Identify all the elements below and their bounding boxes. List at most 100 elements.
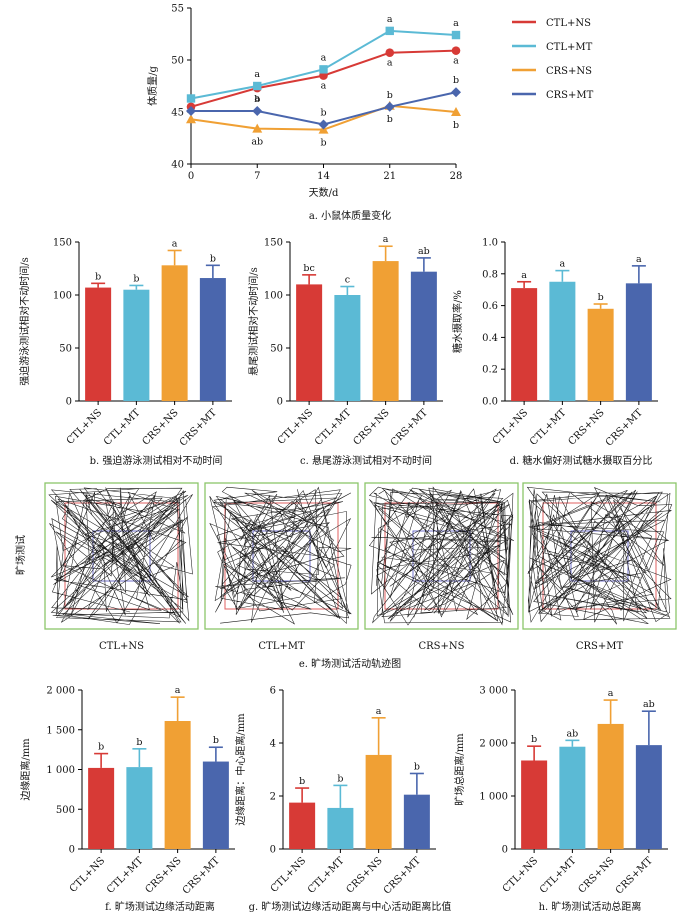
bar-crs-ns (597, 723, 624, 849)
y-tick-label: 100 (264, 291, 283, 302)
arena-crs-mt: CRS+MT (522, 482, 677, 652)
trajectory-path (368, 486, 515, 626)
x-tick-label: CRS+NS (344, 855, 384, 895)
y-axis-title: 边缘距离：中心距离/mm (234, 713, 247, 826)
sig-label-crs-ns: a (175, 685, 181, 696)
caption-f: f. 旷场测试边缘活动距离 (105, 900, 215, 913)
sig-label-ctl-ns: b (299, 776, 305, 787)
y-tick-label: 0 (270, 845, 276, 856)
y-tick-label: 2 (270, 792, 276, 803)
y-axis-title: 体质量/g (147, 66, 159, 106)
point-ctl-mt (186, 94, 196, 103)
sig-label-crs-mt: ab (643, 699, 655, 710)
open-field-arenas: CTL+NS CTL+MT CRS+NS CRS+MT (44, 482, 677, 652)
y-tick-label: 1 000 (479, 792, 508, 803)
sig-label-ctl-ns: bc (303, 263, 314, 274)
y-tick-label: 50 (270, 344, 283, 355)
bar-crs-mt (410, 271, 437, 401)
x-tick-label: CTL+MT (306, 855, 347, 896)
y-tick-label: 40 (171, 160, 184, 171)
x-tick-label: 0 (188, 171, 194, 182)
y-tick-label: 3 000 (479, 686, 508, 697)
sig-label-crs-ns: a (608, 688, 614, 699)
y-axis-title: 悬尾测试相对不动时间/s (247, 267, 260, 376)
arena-ctl-mt: CTL+MT (204, 482, 359, 652)
arena-label: CTL+NS (99, 641, 144, 652)
point-crs-mt (451, 87, 461, 98)
sig-label-crs-mt: b (213, 735, 219, 746)
y-tick-label: 2 000 (46, 686, 75, 697)
sig-label-crs-mt: b (414, 761, 420, 772)
y-tick-label: 0 (66, 397, 72, 408)
legend-label-ctl-ns: CTL+NS (546, 18, 591, 29)
sig-label-ctl-mt: b (136, 737, 142, 748)
y-tick-label: 50 (171, 56, 184, 67)
y-tick-label: 0 (502, 845, 508, 856)
bar-ctl-mt (549, 281, 576, 401)
x-tick-label: CTL+NS (68, 855, 108, 895)
sig-label-crs-mt: b (254, 94, 260, 105)
x-tick-label: 7 (254, 171, 260, 182)
y-tick-label: 150 (53, 238, 72, 249)
bar-crs-ns (161, 265, 188, 401)
point-crs-mt (318, 119, 329, 130)
sig-label-ctl-mt: b (133, 273, 139, 284)
bar-ctl-mt (334, 295, 361, 401)
point-crs-ns (451, 107, 461, 116)
x-tick-label: CRS+NS (576, 855, 616, 895)
sig-label-ctl-mt: a (387, 14, 393, 25)
arena-label: CTL+MT (258, 641, 305, 652)
bar-ctl-ns (521, 760, 548, 849)
point-ctl-mt (385, 26, 394, 36)
chart-a-body-weight: 40 45 50 55 0 7 14 21 28 天数/d 体质量/g a a a a a a a a ab b b b b b… (147, 4, 594, 223)
open-field-tracks-panel: 旷场测试 CTL+NS CTL+MT CRS+NS CRS+MT e. 旷场测试活动轨… (14, 482, 677, 670)
sig-label-crs-ns: ab (251, 137, 263, 148)
point-ctl-mt (451, 30, 461, 40)
x-tick-label: CRS+MT (382, 855, 423, 896)
y-tick-label: 45 (171, 108, 184, 119)
sig-label-ctl-mt: a (560, 259, 566, 270)
trajectory-path (526, 486, 673, 625)
x-tick-label: CTL+NS (269, 855, 309, 895)
bar-crs-ns (372, 261, 399, 401)
y-tick-label: 4 (270, 739, 276, 750)
sig-label-crs-ns: b (320, 138, 326, 149)
point-crs-mt (252, 105, 263, 116)
y-axis-title: 糖水摄取率/% (451, 290, 464, 353)
bar-crs-mt (625, 283, 652, 401)
x-tick-label: CRS+MT (389, 407, 430, 448)
trajectory-path (209, 486, 352, 625)
y-tick-label: 0 (69, 845, 75, 856)
bar-crs-mt (199, 278, 226, 401)
y-tick-label: 1 500 (46, 725, 75, 736)
arena-label: CRS+MT (576, 641, 624, 652)
bar-crs-mt (403, 794, 430, 849)
point-ctl-mt (253, 81, 262, 91)
x-tick-label: CTL+NS (491, 407, 531, 447)
caption-a: a. 小鼠体质量变化 (309, 209, 391, 222)
point-ctl-ns (385, 48, 395, 58)
x-tick-label: CRS+NS (566, 407, 606, 447)
chart-c-tail-suspension: 0 50 100 150 悬尾测试相对不动时间/s CTL+NS bc CTL+MT c CRS+… (247, 234, 443, 467)
open-field-side-label: 旷场测试 (14, 535, 27, 575)
y-tick-label: 100 (53, 291, 72, 302)
sig-label-crs-ns: a (376, 706, 382, 717)
legend-label-crs-mt: CRS+MT (546, 90, 594, 101)
bar-crs-mt (635, 745, 662, 849)
y-axis-title: 边缘距离/mm (19, 738, 32, 801)
x-tick-label: CRS+NS (351, 407, 391, 447)
y-tick-label: 0.6 (482, 301, 498, 312)
chart-b-forced-swim: 0 50 100 150 强迫游泳测试相对不动时间/s CTL+NS b CTL+MT b CRS… (18, 238, 232, 467)
x-tick-label: CTL+MT (105, 855, 146, 896)
sig-label-crs-mt: b (453, 75, 459, 86)
chart-g-edge-center-ratio: 0 2 4 6 边缘距离：中心距离/mm CTL+NS b CTL+MT b CRS+NS a CRS… (234, 686, 451, 914)
point-crs-ns (252, 123, 263, 133)
chart-f-edge-distance: 0 500 1 000 1 500 2 000 边缘距离/mm CTL+NS b CTL+MT b… (19, 685, 235, 913)
chart-d-sucrose-preference: 0.0 0.2 0.4 0.6 0.8 1.0 糖水摄取率/% CTL+NS a CTL+MT a C… (451, 238, 658, 467)
x-tick-label: CTL+MT (313, 407, 354, 448)
sig-label-ctl-mt: a (453, 18, 459, 29)
sig-label-ctl-ns: a (521, 270, 527, 281)
y-tick-label: 0 (277, 397, 283, 408)
y-tick-label: 6 (270, 686, 276, 697)
y-tick-label: 0.8 (482, 269, 498, 280)
